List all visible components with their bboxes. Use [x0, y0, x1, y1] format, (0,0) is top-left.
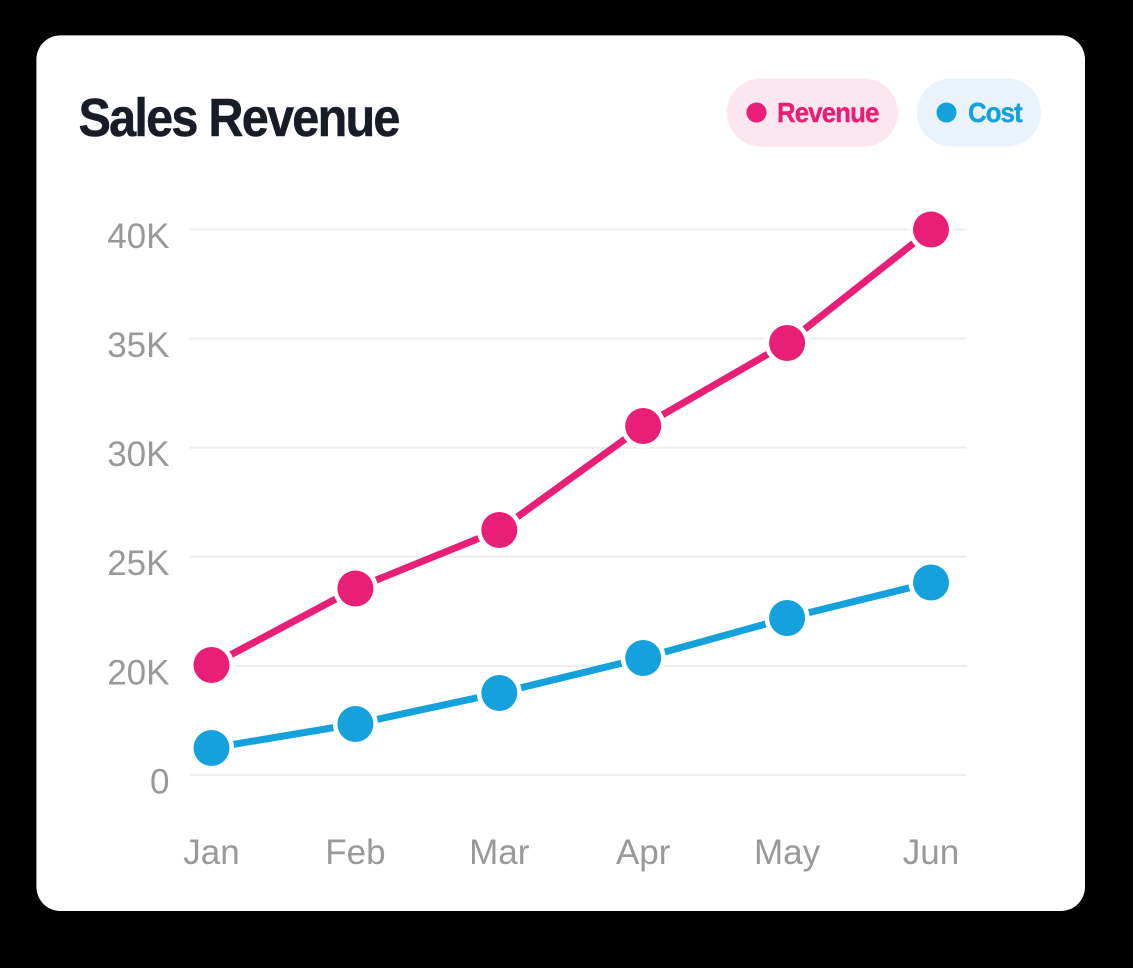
svg-text:Feb: Feb [325, 833, 385, 872]
svg-text:30K: 30K [107, 435, 169, 474]
svg-text:Apr: Apr [616, 833, 671, 872]
svg-text:35K: 35K [107, 326, 169, 365]
svg-text:Cost: Cost [968, 97, 1023, 128]
svg-text:20K: 20K [107, 653, 169, 692]
svg-text:May: May [754, 833, 821, 872]
svg-text:Mar: Mar [469, 833, 530, 872]
svg-text:Sales Revenue: Sales Revenue [78, 87, 398, 148]
svg-text:Revenue: Revenue [777, 97, 879, 128]
svg-text:Jun: Jun [903, 833, 959, 872]
svg-text:25K: 25K [107, 544, 169, 583]
svg-text:0: 0 [150, 762, 169, 801]
svg-text:Jan: Jan [183, 833, 239, 872]
svg-text:40K: 40K [107, 217, 169, 256]
